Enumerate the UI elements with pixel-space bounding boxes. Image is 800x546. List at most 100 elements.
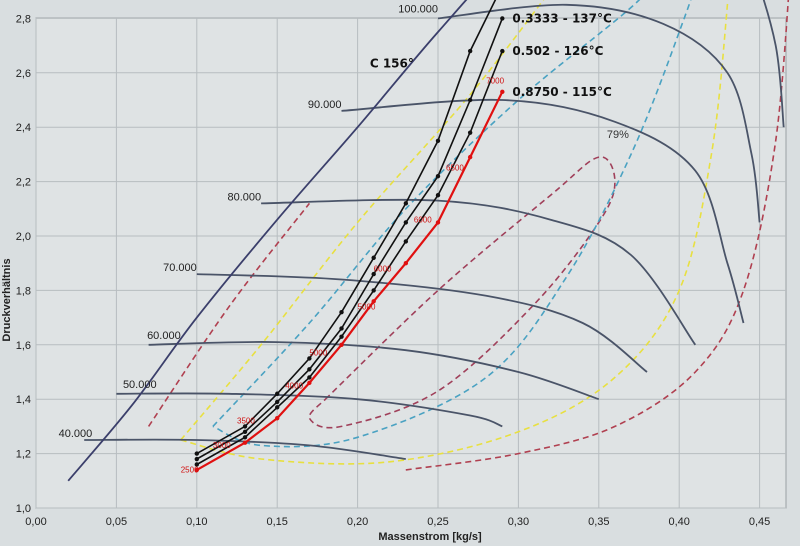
operating-point: [403, 220, 409, 225]
operating-point: [339, 342, 344, 347]
x-tick-label: 0,00: [25, 516, 46, 528]
operating-point: [242, 424, 248, 429]
operating-point: [307, 356, 312, 361]
speed-line: [437, 3, 761, 223]
operating-point: [403, 261, 409, 266]
x-tick-label: 0,15: [266, 516, 287, 528]
efficiency-line: [147, 202, 311, 427]
efficiency-islands: [147, 0, 790, 471]
operating-point: [242, 440, 248, 445]
speed-line: [196, 273, 648, 373]
surge-line: [67, 0, 468, 482]
series-label: 0.502 - 126°C: [512, 44, 603, 58]
annotation-label: C 156°: [370, 56, 414, 70]
curve-labels: 40.000 50.000 60.000 70.000 80.000 90.000 100.…: [59, 4, 629, 475]
efficiency-line: [405, 0, 790, 471]
operating-point: [467, 130, 473, 135]
operating-point: [275, 399, 280, 405]
y-tick-label: 1,6: [16, 340, 31, 352]
operating-lines: [194, 0, 505, 473]
y-tick-label: 1,2: [16, 449, 31, 461]
operating-point: [371, 255, 376, 260]
operating-point: [339, 326, 344, 331]
speed-line-label: 60.000: [147, 330, 181, 342]
operating-point: [467, 48, 473, 54]
operating-line: [196, 0, 497, 455]
x-tick-label: 0,35: [588, 516, 609, 528]
operating-line: [196, 18, 504, 460]
operating-point: [194, 456, 199, 462]
x-axis-label: Massenstrom [kg/s]: [378, 531, 482, 543]
operating-point: [403, 239, 409, 244]
speed-line: [148, 341, 600, 401]
operating-point: [339, 309, 344, 315]
operating-line: [196, 50, 504, 466]
x-axis-ticks: 0,00 0,05 0,10 0,15 0,20 0,25 0,30 0,35 0,40 0,45: [25, 516, 770, 528]
series-label: 0.8750 - 115°C: [512, 85, 612, 99]
series-label: 0.3333 - 137°C: [512, 11, 612, 25]
operating-point: [371, 271, 376, 277]
surge-line-path: [67, 0, 468, 482]
efficiency-label: 79%: [607, 129, 629, 141]
speed-lines: [84, 0, 785, 460]
operating-point: [275, 405, 280, 410]
rpm-label: 6500: [446, 164, 464, 173]
plot-area: [35, 17, 787, 509]
rpm-label: 4000: [285, 381, 303, 390]
operating-point: [194, 467, 199, 473]
operating-point: [500, 48, 505, 54]
operating-point: [307, 375, 312, 380]
operating-point: [275, 416, 280, 421]
operating-point: [242, 435, 248, 440]
rpm-label: 5000: [358, 302, 376, 311]
operating-point: [194, 451, 199, 456]
y-tick-label: 2,8: [16, 13, 31, 25]
operating-point: [500, 89, 505, 95]
operating-point: [275, 391, 280, 396]
efficiency-line: [180, 0, 545, 441]
speed-line-label: 90.000: [308, 99, 342, 111]
y-tick-label: 1,8: [16, 285, 31, 297]
rpm-label: 6000: [374, 264, 392, 273]
operating-point: [435, 138, 441, 143]
speed-line-label: 80.000: [227, 191, 261, 203]
operating-point: [307, 367, 312, 372]
y-axis-ticks: 1,01,21,41,61,82,02,22,42,62,83,03,23,4: [16, 13, 31, 515]
operating-point: [403, 201, 409, 206]
y-tick-label: 1,0: [16, 503, 31, 515]
operating-point: [194, 462, 199, 467]
speed-line: [84, 438, 406, 460]
x-tick-label: 0,20: [347, 516, 368, 528]
operating-point: [435, 173, 441, 179]
x-tick-label: 0,45: [749, 516, 770, 528]
speed-line-label: 50.000: [123, 379, 157, 391]
operating-point: [242, 429, 248, 435]
x-tick-label: 0,10: [186, 516, 207, 528]
operating-line: [196, 91, 504, 471]
efficiency-line: [180, 0, 729, 465]
operating-point: [371, 288, 376, 293]
speed-line-label: 100.000: [398, 4, 438, 16]
rpm-label: 6000: [414, 215, 432, 224]
speed-line: [762, 0, 785, 128]
y-tick-label: 2,0: [16, 231, 31, 243]
grid: [35, 17, 786, 509]
speed-line: [116, 392, 503, 428]
rpm-label: 7000: [486, 77, 504, 86]
y-tick-label: 2,2: [16, 177, 31, 189]
x-tick-label: 0,30: [508, 516, 529, 528]
x-tick-label: 0,40: [668, 516, 689, 528]
y-tick-label: 2,6: [16, 68, 31, 80]
rpm-label: 5000: [309, 349, 327, 358]
x-tick-label: 0,05: [106, 516, 127, 528]
operating-point: [307, 380, 312, 386]
y-axis-label: Druckverhältnis: [1, 258, 13, 341]
rpm-label: 3500: [237, 417, 255, 426]
operating-point: [467, 97, 473, 103]
rpm-label: 2500: [181, 466, 199, 475]
operating-point: [500, 16, 505, 21]
operating-point: [371, 299, 376, 304]
speed-line: [261, 198, 697, 346]
operating-point: [435, 193, 441, 198]
